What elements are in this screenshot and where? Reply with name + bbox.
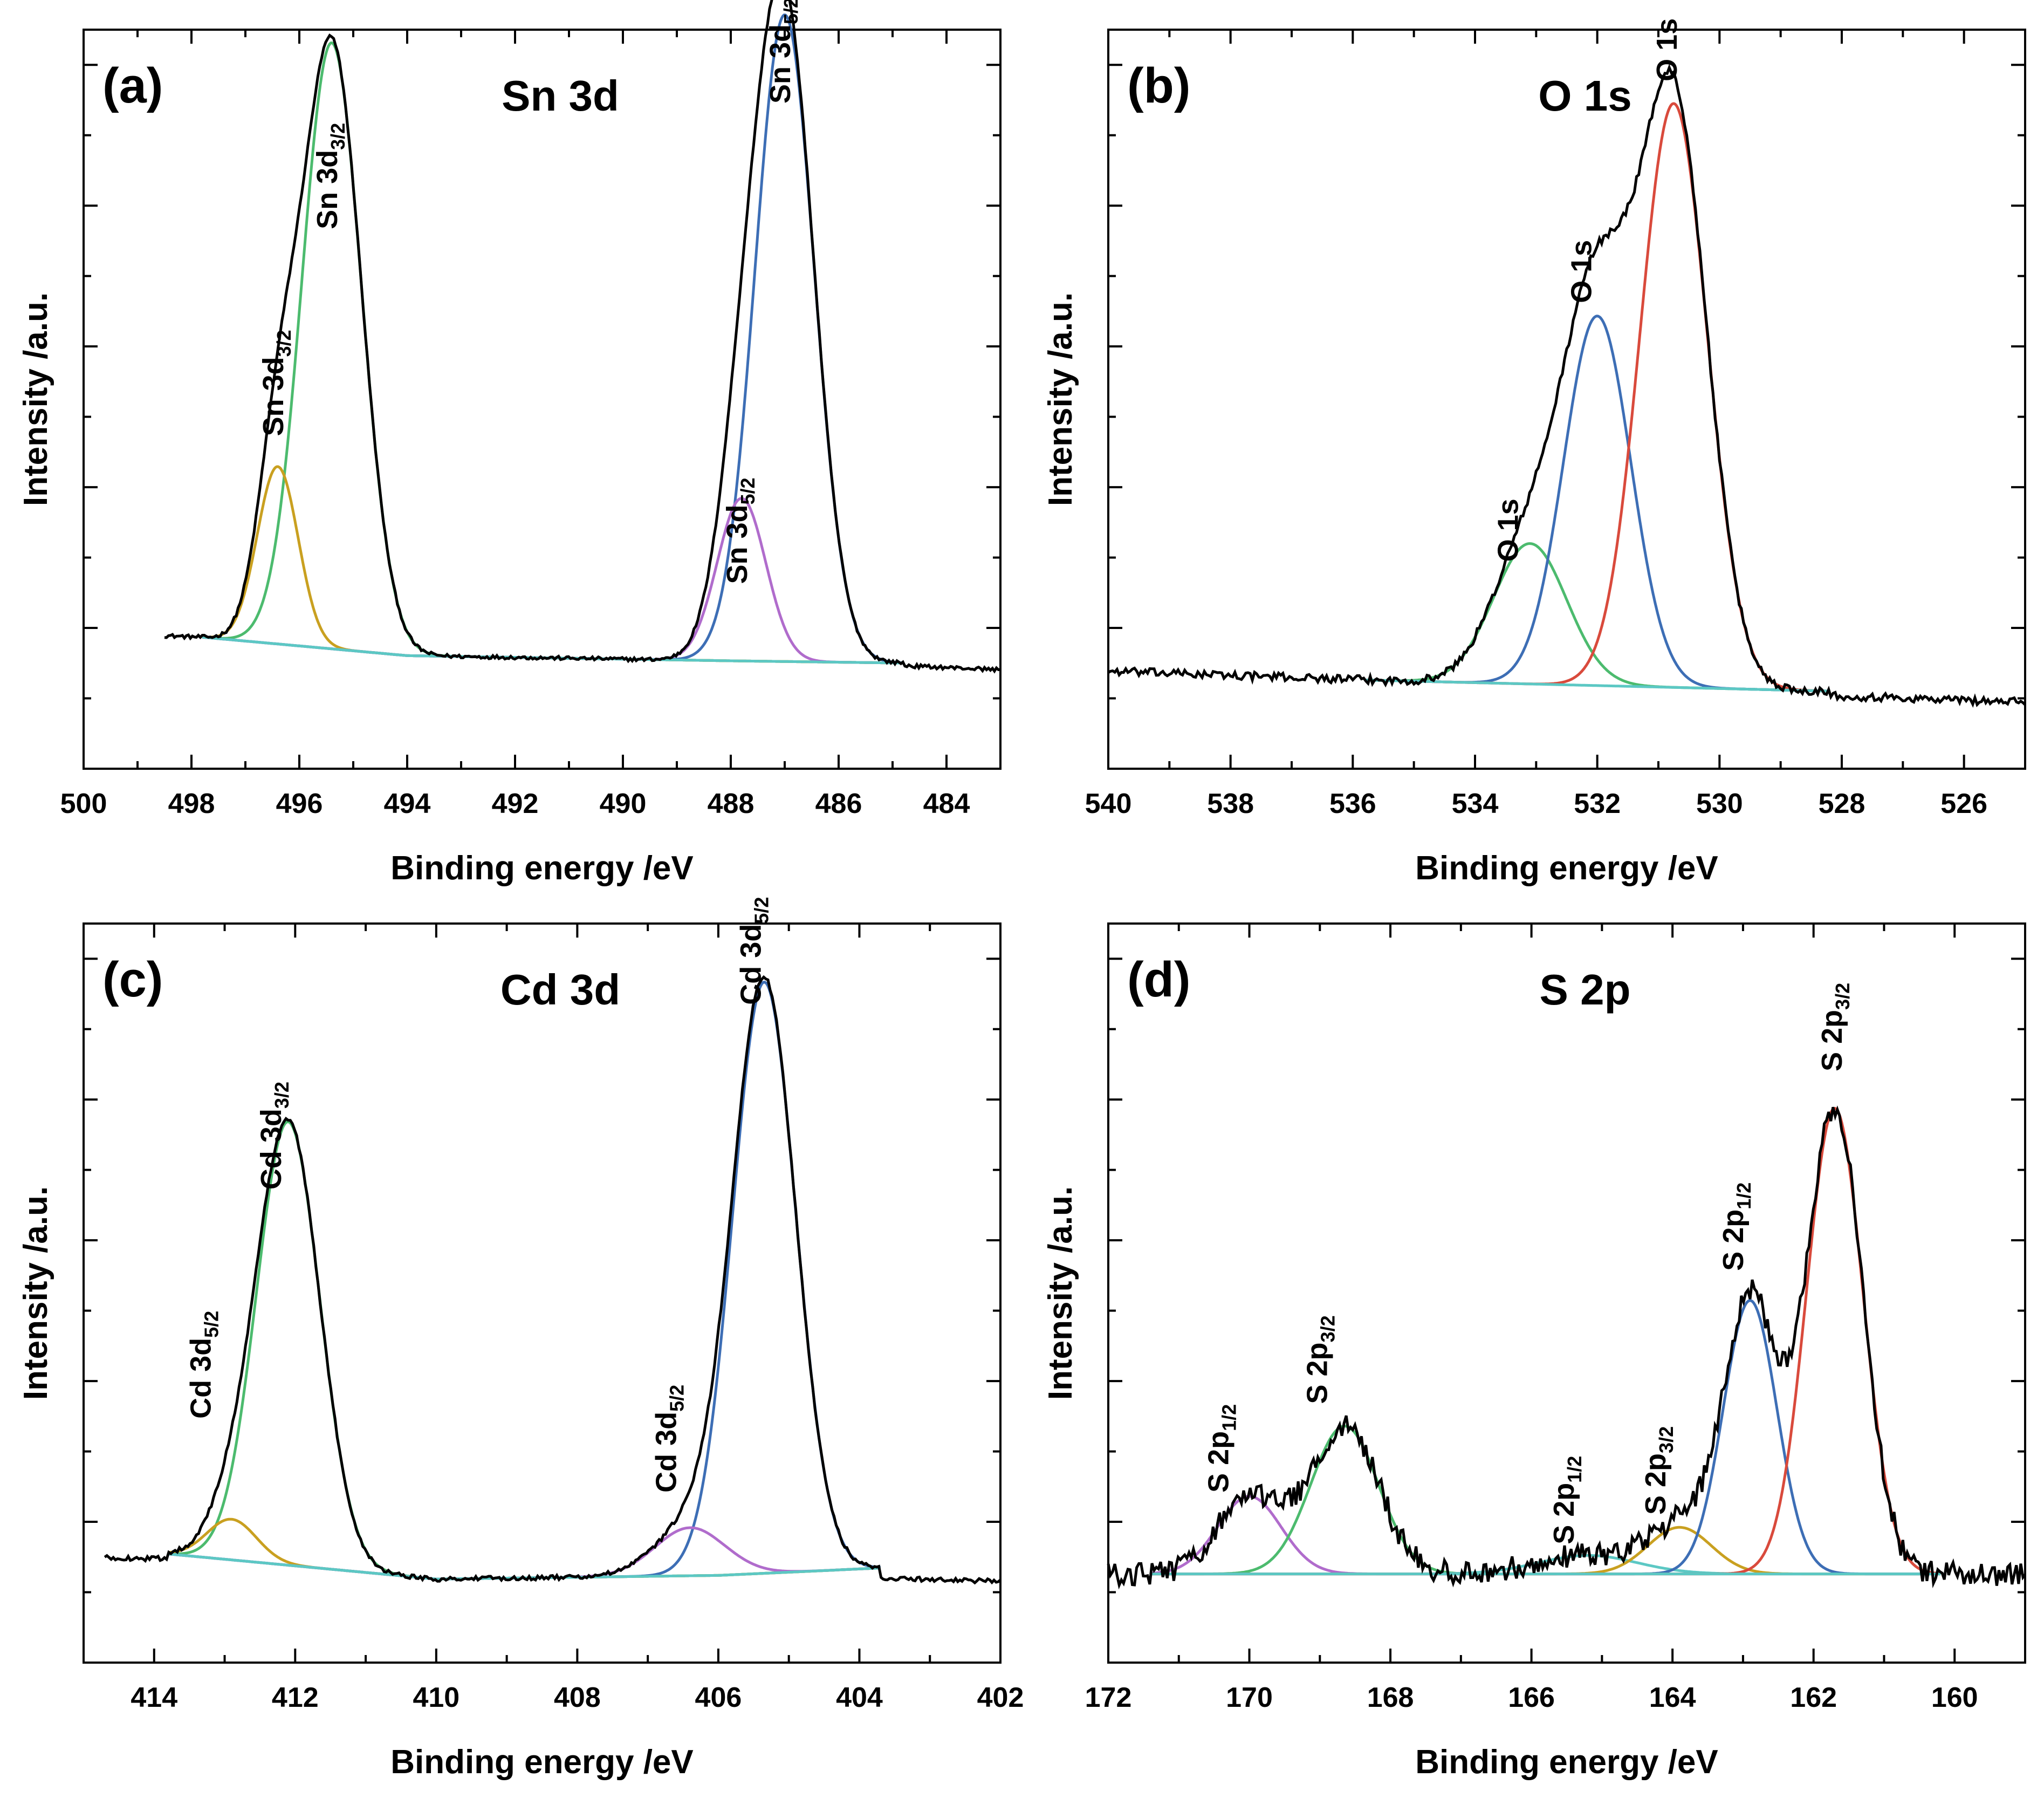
panel-d: 172 170 168 166 164 162 160 Binding energy /eV I… [1042,922,2026,1781]
panel-b: 540 538 536 534 532 530 528 526 Binding energy /… [1042,18,2026,887]
peak-annotation: S 2p3/2 [1816,983,1854,1071]
peak-annotation: O 1s [1651,18,1683,81]
x-tick-label: 526 [1940,788,1987,819]
y-axis-label: Intensity /a.u. [1042,1186,1079,1400]
x-tick-label: 160 [1931,1682,1978,1713]
component-peak [1150,1425,1941,1576]
x-tick-label: 488 [708,788,755,819]
x-tick-label: 528 [1819,788,1865,819]
panel-title: Sn 3d [502,72,619,120]
peak-annotation: Sn 3d5/2 [764,0,802,104]
x-tick-label: 172 [1085,1682,1132,1713]
x-axis-label: Binding energy /eV [390,1744,694,1781]
x-tick-label: 404 [836,1682,883,1713]
y-axis-label: Intensity /a.u. [1042,292,1079,506]
peak-annotation: Cd 3d5/2 [184,1311,222,1419]
y-axis-label: Intensity /a.u. [17,292,54,506]
x-tick-label: 530 [1696,788,1743,819]
peak-annotation: S 2p3/2 [1301,1315,1339,1404]
x-axis-label: Binding energy /eV [1415,1744,1718,1781]
x-tick-label: 484 [923,788,970,819]
peak-annotation: Cd 3d3/2 [255,1082,293,1189]
peak-annotation: S 2p3/2 [1640,1426,1677,1515]
x-tick-label: 412 [272,1682,319,1713]
x-tick-label: 490 [600,788,647,819]
x-tick-label: 406 [695,1682,742,1713]
component-peak [168,1526,881,1581]
x-tick-label: 166 [1508,1682,1555,1713]
x-tick-label: 170 [1226,1682,1273,1713]
x-tick-label: 486 [815,788,862,819]
component-peak [202,465,903,665]
x-tick-label: 500 [60,788,107,819]
x-tick-label: 498 [168,788,215,819]
measured-envelope [164,0,1001,674]
x-tick-label: 168 [1367,1682,1414,1713]
peak-annotation: Cd 3d5/2 [650,1385,688,1493]
measured-envelope [104,975,1002,1585]
plot-frame [1107,922,2026,1664]
x-tick-label: 402 [977,1682,1024,1713]
panel-title: S 2p [1540,966,1631,1014]
component-peak [168,980,881,1581]
x-tick-label: 164 [1649,1682,1696,1713]
x-axis-label: Binding energy /eV [390,850,694,887]
panel-c: 414 412 410 408 406 404 402 Binding energy /eV I… [17,897,1024,1781]
component-peak [1150,1107,1941,1576]
y-axis-label: Intensity /a.u. [17,1186,54,1400]
component-peak [1150,1299,1941,1576]
panel-title: Cd 3d [500,966,620,1014]
x-tick-label: 532 [1574,788,1621,819]
x-tick-label: 496 [276,788,323,819]
x-tick-label: 534 [1452,788,1499,819]
measured-envelope [1107,64,2026,708]
panel-title: O 1s [1538,72,1631,120]
component-peak [1365,102,1830,693]
panel-letter: (a) [102,58,163,113]
x-tick-label: 414 [131,1682,177,1713]
x-tick-label: 410 [413,1682,459,1713]
component-peak [1365,315,1830,693]
background-line [168,1553,881,1581]
measured-envelope [1107,1105,2026,1590]
panel-letter: (d) [1127,952,1190,1007]
plot-frame [83,922,1002,1664]
peak-annotation: O 1s [1565,240,1597,303]
peak-annotation: Sn 3d5/2 [721,477,759,584]
x-tick-label: 408 [554,1682,601,1713]
panel-letter: (c) [102,952,163,1007]
x-tick-label: 494 [384,788,431,819]
component-peak [202,41,903,665]
x-axis-label: Binding energy /eV [1415,850,1718,887]
peak-annotation: Sn 3d3/2 [311,123,349,229]
component-peak [168,1120,881,1581]
peak-annotation: S 2p1/2 [1548,1456,1586,1544]
x-tick-label: 538 [1207,788,1254,819]
plot-frame [83,29,1002,770]
x-tick-label: 162 [1790,1682,1837,1713]
peak-annotation: Cd 3d5/2 [735,897,772,1005]
peak-annotation: Sn 3d3/2 [257,330,295,436]
peak-annotation: O 1s [1492,498,1524,562]
x-tick-label: 540 [1085,788,1132,819]
peak-annotation: S 2p1/2 [1717,1182,1755,1271]
background-line [1365,679,1830,693]
panel-a: 500 498 496 494 492 490 488 486 484 Binding energ… [17,0,1002,887]
plot-frame [1107,29,2026,770]
panel-letter: (b) [1127,58,1190,113]
peak-annotation: S 2p1/2 [1202,1404,1240,1493]
x-tick-label: 536 [1329,788,1376,819]
x-tick-label: 492 [492,788,539,819]
